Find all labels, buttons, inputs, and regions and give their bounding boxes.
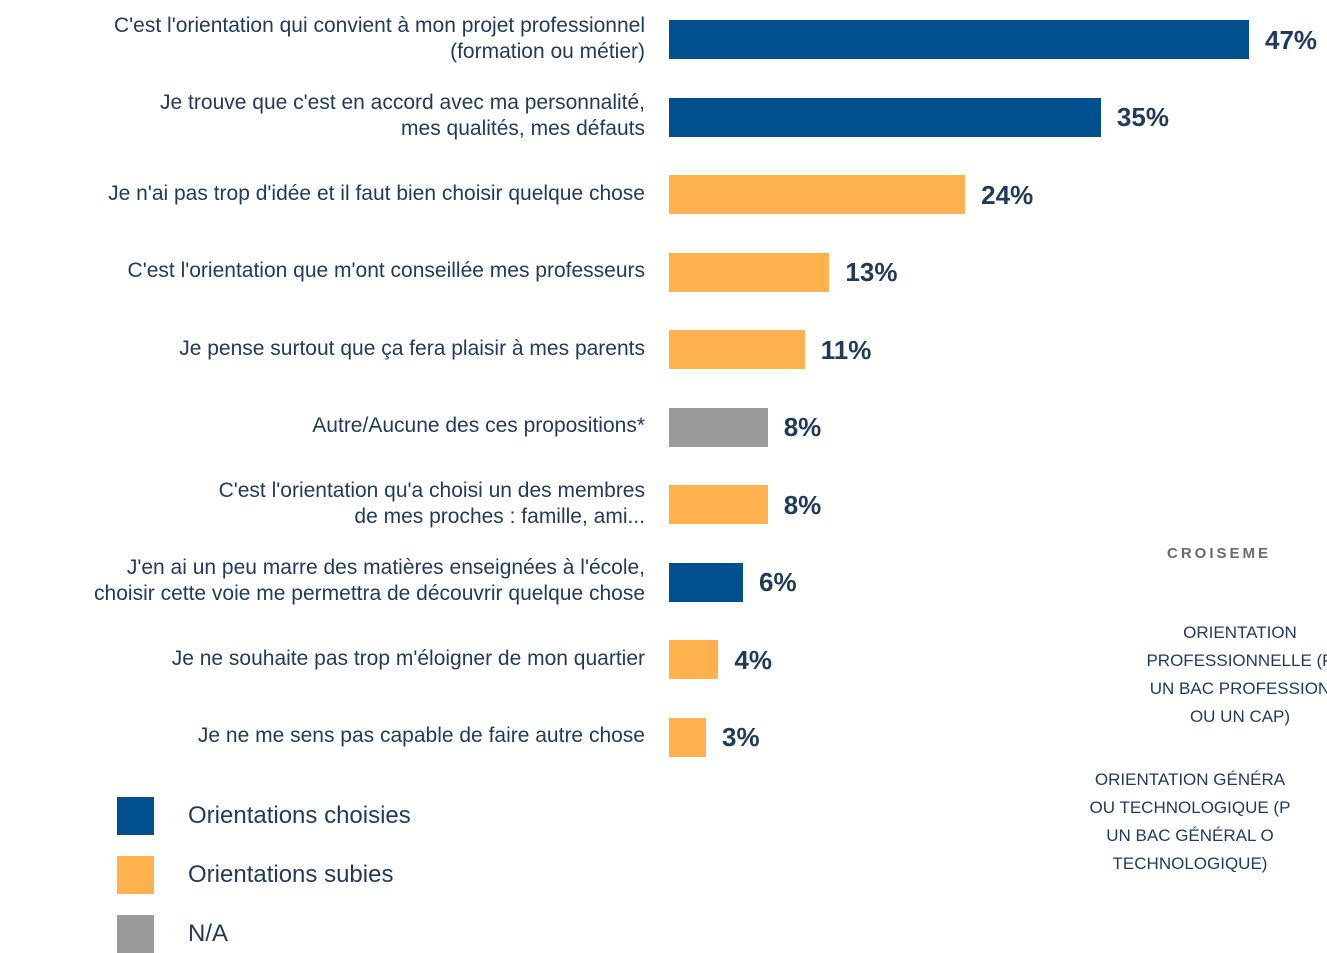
value-label: 4% (734, 644, 772, 675)
value-label: 24% (981, 179, 1034, 210)
legend-label: Orientations subies (188, 861, 394, 888)
value-label: 6% (759, 567, 797, 597)
side-panel-row-professionnelle: ORIENTATION PROFESSIONNELLE (P UN BAC PROF… (1146, 623, 1327, 726)
category-label: Je n'ai pas trop d'idée et il faut bien … (108, 181, 645, 205)
value-label: 35% (1116, 102, 1169, 132)
category-label: C'est l'orientation qu'a choisi un des m… (218, 478, 645, 528)
legend-swatch (117, 797, 154, 835)
bar-subie (669, 640, 719, 679)
bar-subie (669, 252, 830, 292)
bar-subie (669, 717, 707, 757)
category-label: Je ne me sens pas capable de faire autre… (197, 724, 645, 747)
value-label: 8% (783, 489, 822, 520)
side-panel-title: CROISEME (1167, 545, 1272, 562)
value-label: 3% (722, 722, 760, 752)
legend-label: N/A (188, 920, 229, 947)
value-label: 13% (845, 257, 898, 287)
bar-choisie (669, 562, 744, 602)
category-label: J'en ai un peu marre des matières enseig… (94, 556, 645, 605)
category-label: C'est l'orientation que m'ont conseillée… (127, 259, 645, 282)
value-label: 8% (783, 412, 822, 442)
category-label: C'est l'orientation qui convient à mon p… (114, 13, 645, 63)
category-label: Autre/Aucune des ces propositions* (312, 414, 645, 437)
side-panel-row-generale: ORIENTATION GÉNÉRA OU TECHNOLOGIQUE (P UN … (1089, 770, 1291, 873)
legend-label: Orientations choisies (188, 802, 411, 829)
category-label: Je pense surtout que ça fera plaisir à m… (179, 336, 645, 360)
value-label: 11% (820, 334, 872, 365)
bar-choisie (669, 20, 1249, 59)
category-label: Je ne souhaite pas trop m'éloigner de mo… (171, 646, 645, 670)
category-label: Je trouve que c'est en accord avec ma pe… (160, 91, 645, 140)
bar-choisie (669, 97, 1101, 137)
value-label: 47% (1265, 24, 1318, 55)
bar-na (669, 407, 768, 447)
bar-subie (669, 175, 966, 214)
bar-subie (669, 485, 768, 524)
legend-swatch (117, 856, 154, 894)
legend-swatch (117, 915, 154, 953)
bar-subie (669, 330, 805, 369)
